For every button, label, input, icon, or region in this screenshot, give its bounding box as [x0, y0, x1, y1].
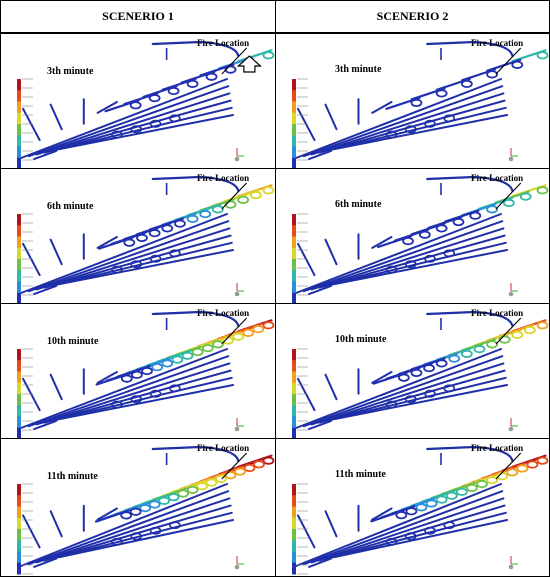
legend-segment [292, 371, 296, 384]
legend-segment [17, 427, 21, 438]
legend-segment [17, 360, 21, 372]
minute-label: 6th minute [47, 201, 94, 212]
panel-scenario-2-row-2: 6th minute Fire Location [275, 168, 550, 304]
minute-label: 10th minute [47, 336, 99, 347]
legend-segment [292, 270, 296, 282]
legend-segment [17, 394, 21, 406]
legend-segment [17, 382, 21, 395]
legend-segment [292, 79, 296, 91]
legend-segment [292, 517, 296, 530]
legend-segment [292, 135, 296, 147]
legend-segment [292, 236, 296, 249]
legend-segment [292, 259, 296, 271]
legend-segment [292, 484, 296, 496]
legend-segment [292, 562, 296, 575]
legend-segment [292, 101, 296, 114]
legend-segment [17, 79, 21, 91]
legend-segment [17, 371, 21, 384]
legend-segment [17, 529, 21, 541]
legend-segment [292, 124, 296, 136]
legend-segment [292, 506, 296, 519]
legend-segment [17, 135, 21, 147]
mine-network-diagram [17, 445, 275, 575]
legend-segment [292, 540, 296, 552]
legend-segment [17, 112, 21, 125]
panel-scenario-2-row-1: 3th minute Fire Location [275, 33, 550, 169]
legend-segment [17, 540, 21, 552]
legend-segment [17, 236, 21, 249]
panel-scenario-1-row-1: 3th minute Fire Location [0, 33, 276, 169]
mine-network-diagram [292, 445, 549, 575]
legend-segment [292, 495, 296, 507]
fire-location-label: Fire Location [471, 38, 524, 48]
legend-segment [17, 90, 21, 102]
legend-segment [292, 90, 296, 102]
legend-segment [17, 281, 21, 294]
minute-label: 10th minute [335, 334, 387, 345]
legend-segment [292, 112, 296, 125]
legend-segment [292, 416, 296, 429]
fire-location-label: Fire Location [471, 443, 524, 453]
panel-scenario-1-row-4: 11th minute Fire Location [0, 438, 276, 577]
legend-segment [17, 292, 21, 303]
mine-network-diagram [17, 40, 275, 168]
legend-segment [292, 225, 296, 237]
legend-segment [17, 259, 21, 271]
fire-location-label: Fire Location [197, 308, 250, 318]
mine-network-diagram [17, 175, 275, 303]
legend-segment [292, 281, 296, 294]
header-scenario-1: SCENERIO 1 [0, 0, 276, 33]
mine-network-diagram [292, 175, 549, 303]
panel-scenario-2-row-3: 10th minute Fire Location [275, 303, 550, 439]
legend-segment [292, 551, 296, 564]
fire-location-label: Fire Location [471, 173, 524, 183]
legend-segment [17, 157, 21, 168]
minute-label: 11th minute [47, 471, 98, 482]
legend-segment [292, 247, 296, 260]
panel-scenario-2-row-4: 11th minute Fire Location [275, 438, 550, 577]
legend-segment [292, 349, 296, 361]
legend-segment [17, 562, 21, 575]
legend-segment [17, 349, 21, 361]
legend-segment [292, 214, 296, 226]
legend-segment [17, 225, 21, 237]
fire-location-label: Fire Location [197, 38, 250, 48]
legend-segment [292, 394, 296, 406]
legend-segment [17, 247, 21, 260]
legend-segment [292, 292, 296, 303]
legend-segment [292, 529, 296, 541]
fire-location-label: Fire Location [471, 308, 524, 318]
legend-segment [17, 124, 21, 136]
panel-scenario-1-row-3: 10th minute Fire Location [0, 303, 276, 439]
minute-label: 11th minute [335, 469, 386, 480]
minute-label: 3th minute [47, 66, 94, 77]
legend-segment [17, 506, 21, 519]
legend-segment [292, 405, 296, 417]
minute-label: 6th minute [335, 199, 382, 210]
mine-network-diagram [17, 310, 275, 438]
mine-network-diagram [292, 40, 549, 168]
mine-network-diagram [292, 310, 549, 438]
legend-segment [17, 214, 21, 226]
legend-segment [292, 360, 296, 372]
panel-scenario-1-row-2: 6th minute Fire Location [0, 168, 276, 304]
header-scenario-2: SCENERIO 2 [275, 0, 550, 33]
legend-segment [17, 484, 21, 496]
legend-segment [17, 551, 21, 564]
legend-segment [292, 427, 296, 438]
legend-segment [292, 157, 296, 168]
legend-segment [17, 146, 21, 159]
minute-label: 3th minute [335, 64, 382, 75]
legend-segment [17, 405, 21, 417]
fire-location-label: Fire Location [197, 173, 250, 183]
legend-segment [17, 101, 21, 114]
legend-segment [292, 146, 296, 159]
legend-segment [17, 517, 21, 530]
legend-segment [292, 382, 296, 395]
legend-segment [17, 495, 21, 507]
fire-location-label: Fire Location [197, 443, 250, 453]
legend-segment [17, 270, 21, 282]
legend-segment [17, 416, 21, 429]
